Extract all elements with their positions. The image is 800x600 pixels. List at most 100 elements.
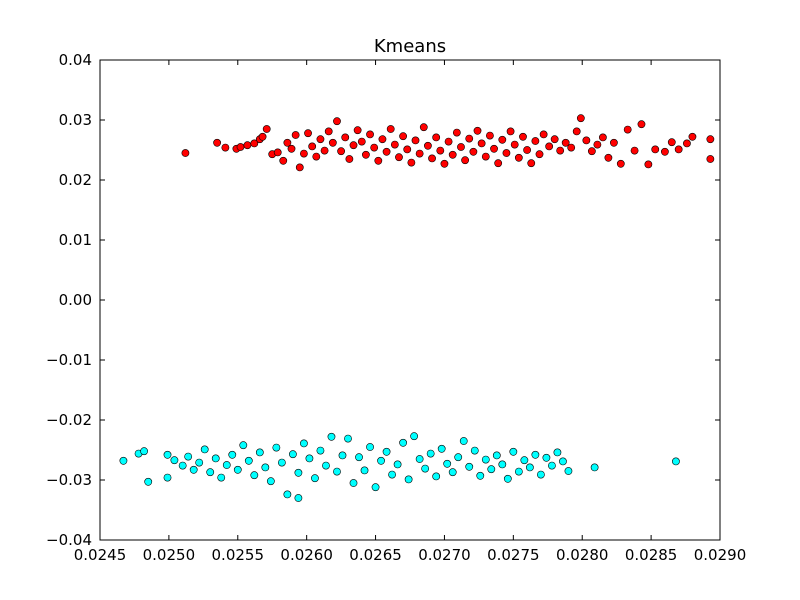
y-tick-label: 0.02 [59,171,92,189]
data-point [316,446,325,455]
data-point [610,138,618,147]
data-point [590,463,599,472]
y-axis: −0.04 −0.03 −0.02 −0.01 0.00 0.01 0.02 0.03 0.04 [46,51,720,549]
data-point [465,462,474,471]
data-point [243,141,252,150]
data-point [344,434,352,443]
data-point [514,153,523,162]
data-point [498,135,507,144]
data-point [448,150,457,159]
y-tick-label: −0.01 [46,351,92,369]
data-point [523,146,532,154]
data-point [283,490,292,499]
data-point [459,437,468,445]
data-point [623,125,632,134]
data-point [283,138,292,147]
data-point [200,445,209,454]
data-point [470,446,479,455]
data-point [395,153,403,162]
y-tick-label: 0.03 [59,111,92,129]
data-point [244,456,253,465]
data-point [221,143,230,152]
data-point [706,135,715,144]
data-point [407,158,416,167]
data-point [448,468,457,477]
data-point [170,456,179,465]
data-point [644,160,653,169]
data-point [461,156,470,165]
data-point [362,150,370,159]
data-point [228,450,237,459]
data-point [388,470,396,479]
data-point [443,459,452,468]
data-point [411,136,420,145]
data-point [262,125,271,133]
data-point [119,456,128,465]
x-tick-label: 0.0280 [556,546,609,564]
data-point [477,139,486,148]
data-point [181,149,190,157]
y-tick-label: −0.03 [46,471,92,489]
data-point [341,133,350,142]
data-point [454,453,463,462]
data-point [184,452,193,461]
x-axis: 0.0245 0.0250 0.0255 0.0260 0.0265 0.0270 0.02… [74,60,746,564]
data-point [469,147,478,156]
data-point [272,443,281,452]
data-point [498,460,507,469]
data-point [211,454,220,463]
data-point [415,149,424,158]
data-point [311,474,319,483]
data-point [144,477,153,486]
data-point [357,137,366,146]
data-point [559,457,567,466]
data-point [527,159,536,168]
data-point [672,457,680,466]
data-point [300,439,308,448]
data-point [576,114,585,123]
data-point [287,144,296,153]
data-point [561,138,570,147]
x-tick-label: 0.0250 [143,546,196,564]
data-point [273,148,282,157]
y-tick-label: 0.01 [59,231,92,249]
data-point [510,140,519,149]
data-point [481,152,490,161]
data-point [404,475,413,484]
data-point [239,441,248,450]
data-point [382,147,391,156]
data-point [393,460,402,469]
data-point [189,465,198,474]
data-point [553,448,562,457]
data-point [637,120,646,129]
data-point [382,447,391,456]
data-point [250,471,259,480]
data-point [525,463,534,472]
x-tick-label: 0.0260 [280,546,333,564]
data-point [291,131,300,139]
data-point [674,145,683,154]
data-point [520,456,529,465]
data-point [531,450,540,459]
data-point [222,461,231,469]
data-point [333,117,341,126]
x-tick-label: 0.0270 [418,546,471,564]
data-point [494,159,503,168]
data-point [327,432,336,441]
data-point [213,138,222,147]
data-point [294,468,303,477]
x-tick-label: 0.0285 [625,546,678,564]
x-tick-label: 0.0245 [74,546,127,564]
data-point [386,125,395,133]
data-point [531,137,540,145]
data-point [279,156,288,165]
data-point [324,127,333,136]
data-point [360,466,369,475]
data-point [295,163,304,172]
data-point [366,443,374,451]
data-point [333,467,341,476]
data-point [457,143,465,151]
data-point [539,130,548,139]
data-point [195,458,204,467]
